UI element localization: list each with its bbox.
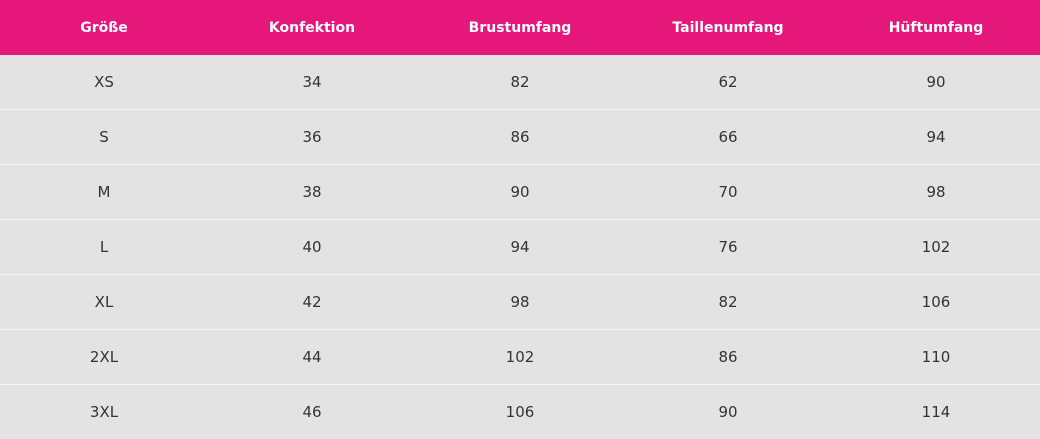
- cell-konfektion: 38: [208, 164, 416, 220]
- cell-hueftumfang: 102: [832, 219, 1040, 275]
- cell-taillenumfang: 90: [624, 384, 832, 439]
- cell-brustumfang: 102: [416, 329, 624, 385]
- cell-brustumfang: 94: [416, 219, 624, 275]
- table-row: M 38 90 70 98: [0, 164, 1040, 220]
- cell-konfektion: 34: [208, 55, 416, 110]
- cell-hueftumfang: 110: [832, 329, 1040, 385]
- cell-taillenumfang: 62: [624, 55, 832, 110]
- cell-brustumfang: 106: [416, 384, 624, 439]
- cell-groesse: L: [0, 219, 208, 275]
- cell-brustumfang: 86: [416, 109, 624, 165]
- cell-groesse: M: [0, 164, 208, 220]
- cell-hueftumfang: 90: [832, 55, 1040, 110]
- header-hueftumfang: Hüftumfang: [832, 0, 1040, 55]
- cell-konfektion: 36: [208, 109, 416, 165]
- cell-hueftumfang: 114: [832, 384, 1040, 439]
- cell-taillenumfang: 86: [624, 329, 832, 385]
- table-header: Größe Konfektion Brustumfang Taillenumfa…: [0, 0, 1040, 55]
- cell-konfektion: 40: [208, 219, 416, 275]
- cell-taillenumfang: 66: [624, 109, 832, 165]
- cell-groesse: XL: [0, 274, 208, 330]
- cell-konfektion: 44: [208, 329, 416, 385]
- cell-konfektion: 46: [208, 384, 416, 439]
- cell-taillenumfang: 82: [624, 274, 832, 330]
- table-row: L 40 94 76 102: [0, 219, 1040, 275]
- table-row: 2XL 44 102 86 110: [0, 329, 1040, 385]
- cell-groesse: 2XL: [0, 329, 208, 385]
- header-taillenumfang: Taillenumfang: [624, 0, 832, 55]
- cell-hueftumfang: 98: [832, 164, 1040, 220]
- header-groesse: Größe: [0, 0, 208, 55]
- cell-brustumfang: 98: [416, 274, 624, 330]
- cell-brustumfang: 90: [416, 164, 624, 220]
- cell-hueftumfang: 94: [832, 109, 1040, 165]
- header-konfektion: Konfektion: [208, 0, 416, 55]
- cell-brustumfang: 82: [416, 55, 624, 110]
- table-row: S 36 86 66 94: [0, 109, 1040, 165]
- cell-konfektion: 42: [208, 274, 416, 330]
- header-brustumfang: Brustumfang: [416, 0, 624, 55]
- cell-hueftumfang: 106: [832, 274, 1040, 330]
- cell-taillenumfang: 70: [624, 164, 832, 220]
- cell-taillenumfang: 76: [624, 219, 832, 275]
- cell-groesse: S: [0, 109, 208, 165]
- table-row: 3XL 46 106 90 114: [0, 384, 1040, 439]
- header-row: Größe Konfektion Brustumfang Taillenumfa…: [0, 0, 1040, 55]
- table-row: XS 34 82 62 90: [0, 55, 1040, 110]
- cell-groesse: XS: [0, 55, 208, 110]
- table-body: XS 34 82 62 90 S 36 86 66 94 M 38 90 70 …: [0, 55, 1040, 439]
- cell-groesse: 3XL: [0, 384, 208, 439]
- table-row: XL 42 98 82 106: [0, 274, 1040, 330]
